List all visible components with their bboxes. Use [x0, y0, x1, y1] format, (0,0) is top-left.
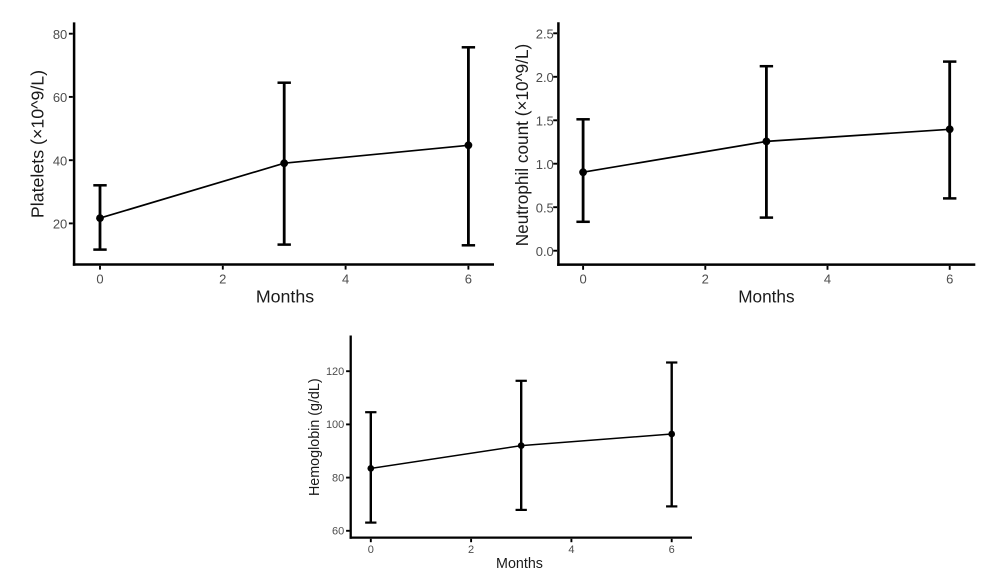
svg-text:Months: Months — [256, 286, 314, 306]
svg-text:60: 60 — [53, 90, 67, 105]
svg-text:4: 4 — [568, 544, 574, 556]
svg-text:2: 2 — [702, 272, 709, 287]
svg-text:2: 2 — [219, 272, 226, 287]
svg-text:Hemoglobin (g/dL): Hemoglobin (g/dL) — [307, 378, 323, 496]
svg-text:6: 6 — [946, 272, 953, 287]
svg-text:Neutrophil count (×10^9/L): Neutrophil count (×10^9/L) — [512, 44, 532, 247]
svg-text:0: 0 — [368, 544, 374, 556]
svg-text:40: 40 — [53, 153, 67, 168]
svg-text:6: 6 — [669, 544, 675, 556]
svg-text:Months: Months — [496, 556, 543, 572]
svg-text:2: 2 — [468, 544, 474, 556]
svg-text:60: 60 — [332, 526, 344, 538]
svg-text:80: 80 — [53, 27, 67, 42]
svg-text:120: 120 — [326, 366, 344, 378]
svg-text:100: 100 — [326, 419, 344, 431]
svg-text:1.0: 1.0 — [536, 157, 554, 172]
svg-text:Platelets (×10^9/L): Platelets (×10^9/L) — [28, 70, 48, 218]
svg-text:0.0: 0.0 — [536, 244, 554, 259]
svg-text:6: 6 — [465, 272, 472, 287]
svg-text:0: 0 — [96, 272, 103, 287]
svg-text:2.0: 2.0 — [536, 70, 554, 85]
svg-text:20: 20 — [53, 217, 67, 232]
svg-text:0.5: 0.5 — [536, 200, 554, 215]
svg-text:Months: Months — [738, 286, 794, 306]
svg-text:1.5: 1.5 — [536, 114, 554, 129]
svg-text:2.5: 2.5 — [536, 27, 554, 42]
svg-text:4: 4 — [342, 272, 349, 287]
svg-text:0: 0 — [579, 272, 586, 287]
svg-text:80: 80 — [332, 472, 344, 484]
svg-text:4: 4 — [824, 272, 831, 287]
